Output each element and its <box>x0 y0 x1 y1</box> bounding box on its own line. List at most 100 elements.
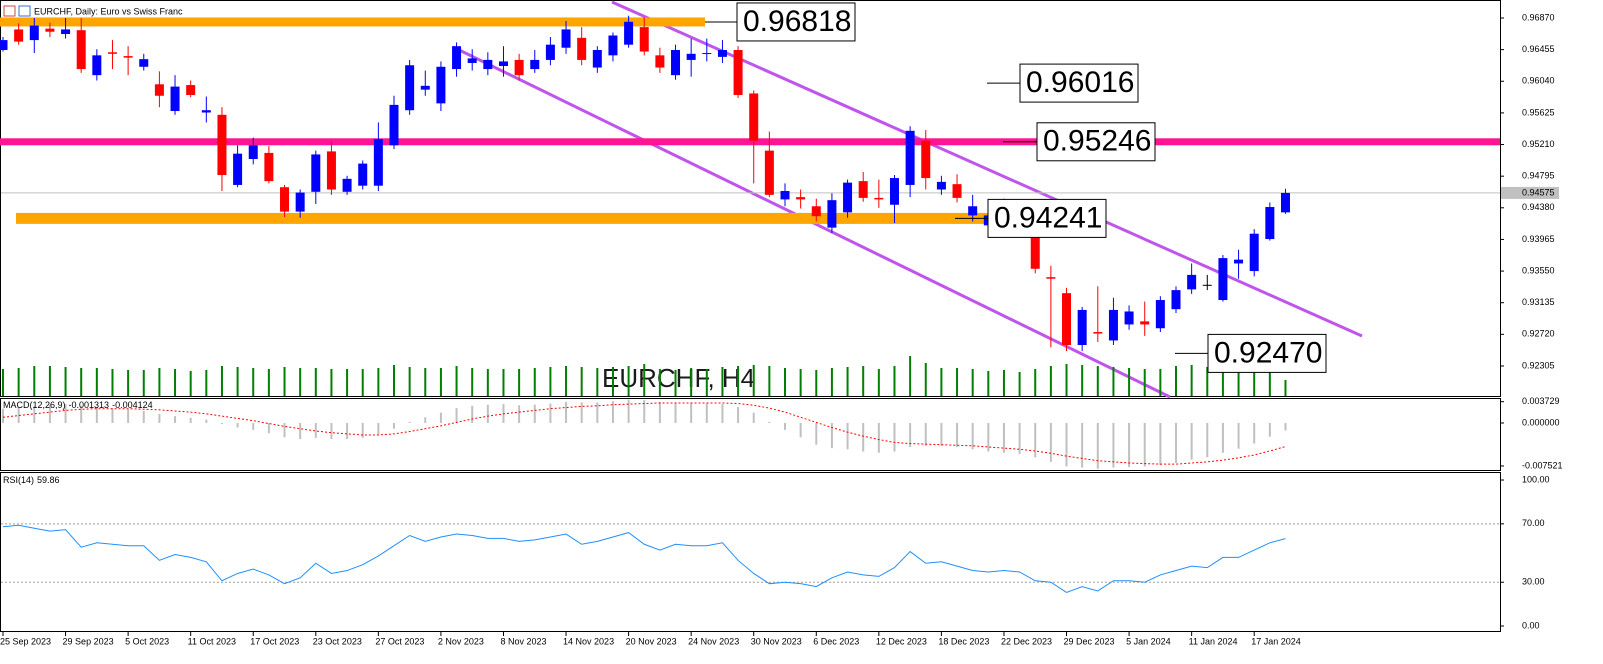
candle-body <box>1093 332 1103 334</box>
volume-bar <box>1237 368 1240 396</box>
volume-bar <box>17 368 20 396</box>
rsi-header: RSI(14) 59.86 <box>3 475 60 485</box>
y-tick-label: 0.94795 <box>1522 171 1555 181</box>
candle-body <box>545 44 555 60</box>
x-tick-label: 5 Oct 2023 <box>125 636 169 646</box>
candle-body <box>29 25 39 41</box>
signal-value: -0.004124 <box>112 400 153 410</box>
watermark: EURCHF, H4 <box>602 363 755 393</box>
volume-bar <box>1190 365 1193 396</box>
candle-body <box>186 85 196 95</box>
y-tick-label: 0.93135 <box>1522 297 1555 307</box>
macd-bar <box>768 421 771 423</box>
y-tick-label: 0.000000 <box>1522 417 1560 427</box>
volume-bar <box>346 369 349 396</box>
candle-body <box>530 59 540 70</box>
x-tick-label: 17 Jan 2024 <box>1251 636 1301 646</box>
macd-bar <box>1159 422 1162 466</box>
volume-bar <box>33 366 36 396</box>
level-label: 0.95246 <box>1043 125 1151 158</box>
level-label-box <box>1036 122 1156 162</box>
volume-bar <box>1284 380 1287 396</box>
level-band <box>0 138 1500 146</box>
chart-title: EURCHF, Daily: Euro vs Swiss Franc <box>34 6 183 16</box>
macd-bar <box>1237 422 1240 449</box>
candle-body <box>780 191 790 200</box>
volume-bar <box>252 368 255 396</box>
candle-body <box>389 104 399 146</box>
y-tick-label: 0.95625 <box>1522 107 1555 117</box>
candle-body <box>45 28 55 32</box>
candle-body <box>843 182 853 213</box>
candle-body <box>1202 284 1212 286</box>
volume-bar <box>111 369 114 396</box>
level-label-box <box>736 2 856 42</box>
volume-bar <box>424 368 427 396</box>
volume-bar <box>1049 366 1052 396</box>
volume-bar <box>127 370 130 396</box>
macd-bar <box>909 422 912 447</box>
candle-body <box>1155 300 1165 329</box>
macd-bar <box>1268 422 1271 437</box>
level-label-box <box>987 198 1107 238</box>
x-tick-label: 12 Dec 2023 <box>876 636 927 646</box>
candle-body <box>170 86 180 111</box>
candle-body <box>61 29 71 34</box>
volume-bar <box>1143 369 1146 396</box>
y-tick-label: 0.92305 <box>1522 360 1555 370</box>
macd-bar <box>299 422 302 439</box>
candle-body <box>248 145 258 160</box>
macd-bar <box>48 404 51 423</box>
volume-bar <box>158 368 161 396</box>
macd-bar <box>111 408 114 423</box>
candle-body <box>1124 311 1134 325</box>
candle-body <box>498 61 508 67</box>
x-tick-label: 27 Oct 2023 <box>375 636 424 646</box>
volume-bar <box>1175 366 1177 396</box>
volume-bar <box>361 369 364 396</box>
x-tick-label: 22 Dec 2023 <box>1001 636 1052 646</box>
price-panel-frame <box>0 0 1501 397</box>
macd-bar <box>95 406 98 423</box>
volume-bar <box>283 367 286 396</box>
volume-bar <box>1253 366 1256 396</box>
macd-bar <box>705 403 708 423</box>
y-tick-label: 0.95210 <box>1522 139 1555 149</box>
volume-bar <box>1159 369 1162 396</box>
macd-bar <box>721 404 724 423</box>
volume-bar <box>862 366 865 396</box>
volume-bar <box>877 369 880 396</box>
candle-body <box>1218 258 1228 301</box>
macd-bar <box>1018 422 1021 454</box>
y-tick-label: 0.96040 <box>1522 76 1555 86</box>
volume-bar <box>1206 367 1209 396</box>
y-tick-label: 100.00 <box>1522 474 1550 484</box>
x-tick-label: 24 Nov 2023 <box>688 636 739 646</box>
macd-bar <box>330 422 333 439</box>
macd-bar <box>252 422 255 430</box>
volume-bar <box>909 356 912 396</box>
level-label: 0.96016 <box>1026 66 1134 99</box>
level-label: 0.96818 <box>743 5 851 38</box>
macd-bar <box>64 404 67 423</box>
level-band <box>0 17 705 27</box>
candle-body <box>639 27 649 52</box>
x-tick-label: 25 Sep 2023 <box>0 636 51 646</box>
volume-bar <box>174 369 177 396</box>
macd-bar <box>424 417 427 423</box>
volume-bar <box>518 369 521 396</box>
y-tick-label: -0.007521 <box>1522 460 1563 470</box>
macd-bar <box>611 401 614 423</box>
y-tick-label: 0.93965 <box>1522 234 1555 244</box>
icon <box>3 5 16 17</box>
volume-bar <box>64 367 67 396</box>
macd-bar <box>220 422 223 425</box>
candle-body <box>764 150 774 195</box>
volume-bar <box>1002 370 1005 396</box>
macd-bar <box>80 405 83 423</box>
volume-bar <box>1112 367 1115 396</box>
x-tick-label: 8 Nov 2023 <box>500 636 546 646</box>
volume-bar <box>596 368 599 396</box>
macd-bar <box>1065 422 1068 467</box>
macd-bar <box>627 399 630 423</box>
